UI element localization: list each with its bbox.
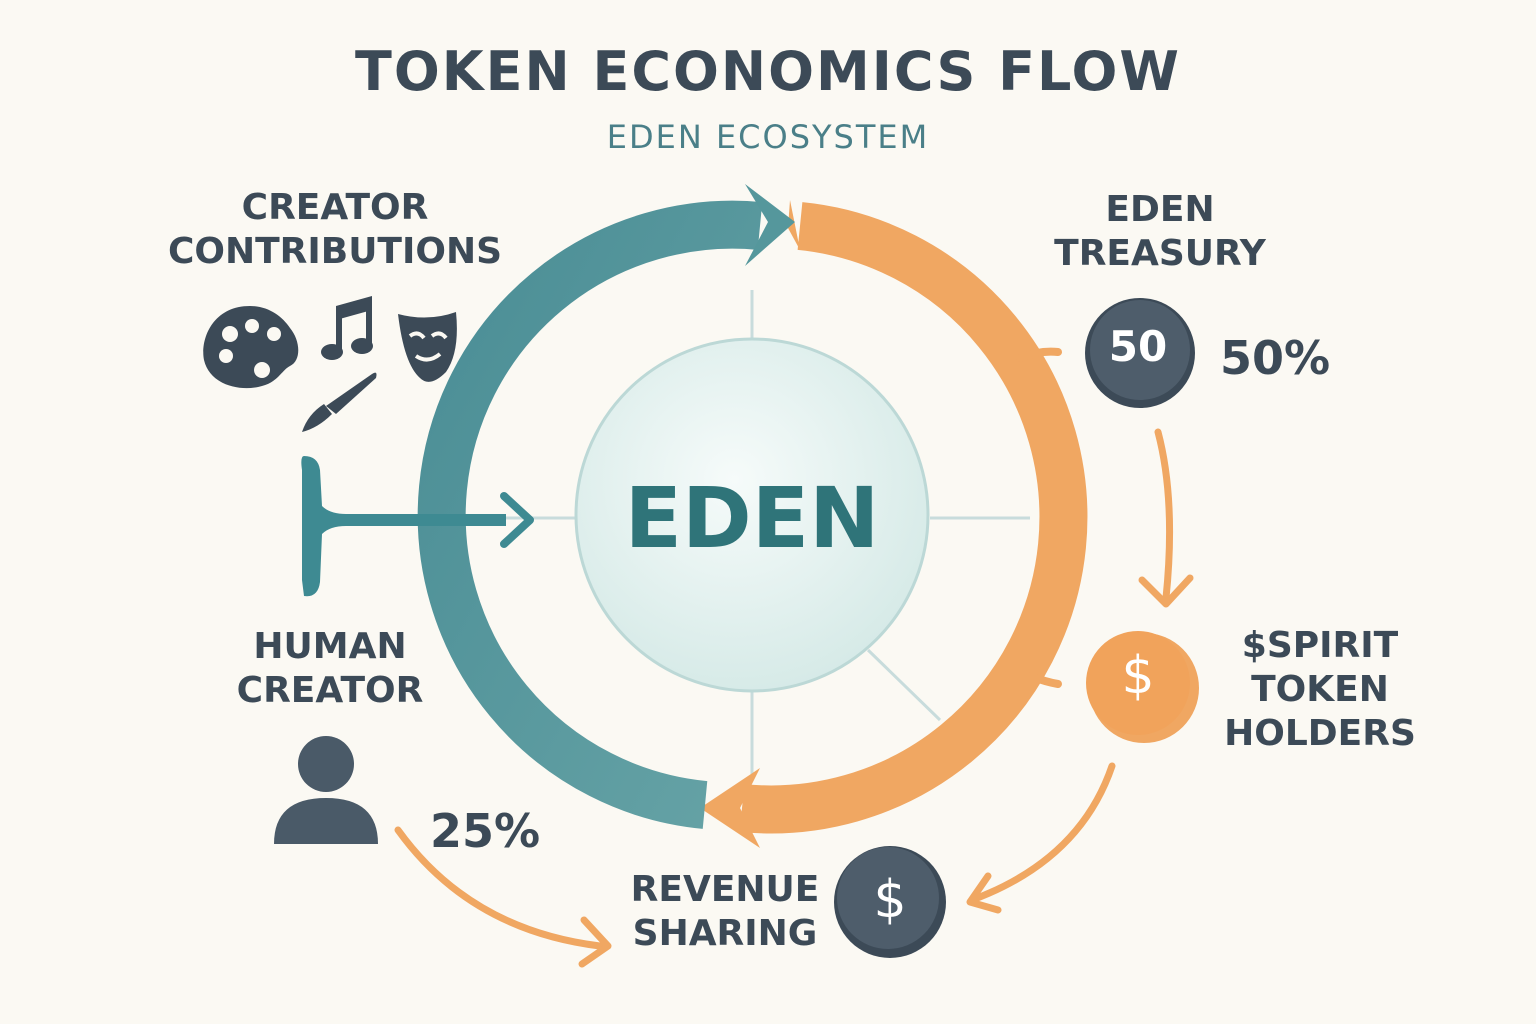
theater-mask-icon <box>398 312 457 382</box>
arrowhead <box>966 872 1002 914</box>
person-icon <box>274 736 378 844</box>
treasury-to-holders-arrow <box>1154 428 1174 602</box>
treasury-flow-arrowhead <box>788 200 800 250</box>
spirit-holders-label: $SPIRIT TOKEN HOLDERS <box>1190 624 1450 756</box>
label-line: SHARING <box>632 912 818 954</box>
arrowhead <box>578 916 612 968</box>
dollar-coin-icon <box>834 846 946 958</box>
arc-notch <box>1026 672 1062 688</box>
arrowhead <box>1138 574 1194 608</box>
page-title: TOKEN ECONOMICS FLOW <box>355 40 1181 103</box>
label-line: REVENUE <box>630 869 820 910</box>
eden-treasury-label: EDEN TREASURY <box>1010 188 1310 276</box>
creator-to-revenue-arrow <box>394 826 604 950</box>
label-line: CREATOR <box>241 187 429 228</box>
holders-to-revenue-arrow <box>968 762 1116 904</box>
label-line: TOKEN <box>1251 668 1389 710</box>
creator-flow-arc <box>417 200 763 829</box>
paintbrush-icon <box>302 372 377 432</box>
human-creator-label: HUMAN CREATOR <box>180 625 480 713</box>
coin-icon <box>1085 298 1195 408</box>
orange-arrowhead-bottom <box>700 768 760 848</box>
treasury-coin-label: 50 <box>1108 322 1168 371</box>
holders-coin-label: $ <box>1121 646 1155 706</box>
treasury-flow-arc <box>739 202 1088 834</box>
eden-center-label: EDEN <box>624 469 880 567</box>
revenue-coin-label: $ <box>873 870 907 930</box>
page-subtitle: EDEN ECOSYSTEM <box>606 118 930 156</box>
creator-connector <box>301 456 506 597</box>
label-line: CREATOR <box>236 669 424 711</box>
treasury-share: 50% <box>1220 331 1331 385</box>
creator-share: 25% <box>430 804 541 858</box>
revenue-sharing-label: REVENUE SHARING <box>615 868 835 956</box>
label-line: CONTRIBUTIONS <box>167 230 503 272</box>
music-note-icon <box>321 296 373 360</box>
creator-contributions-label: CREATOR CONTRIBUTIONS <box>135 186 535 274</box>
label-line: HUMAN <box>253 626 407 667</box>
creator-flow-arrowhead <box>745 184 795 266</box>
label-line: HOLDERS <box>1224 712 1416 754</box>
label-line: TREASURY <box>1054 232 1266 274</box>
connector-arrow <box>500 492 534 548</box>
eden-core-circle <box>574 337 930 693</box>
palette-icon <box>203 306 299 389</box>
arc-notch <box>1016 347 1062 362</box>
dollar-coin-icon <box>1086 631 1199 743</box>
label-line: EDEN <box>1105 189 1215 230</box>
label-line: $SPIRIT <box>1241 625 1399 666</box>
